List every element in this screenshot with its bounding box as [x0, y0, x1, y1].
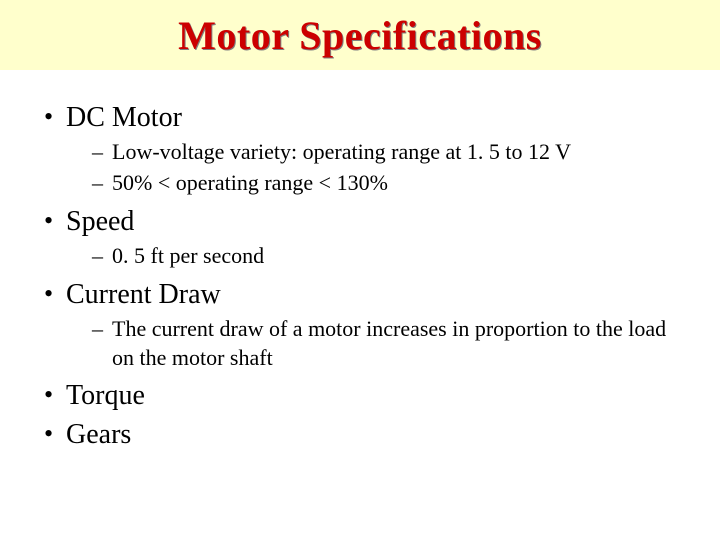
bullet-text: Current Draw: [66, 279, 221, 310]
sub-item: Low-voltage variety: operating range at …: [92, 138, 684, 167]
slide-body: DC Motor Low-voltage variety: operating …: [44, 100, 684, 455]
sub-text: Low-voltage variety: operating range at …: [112, 139, 571, 164]
sub-list: Low-voltage variety: operating range at …: [66, 138, 684, 197]
slide-title: Motor Specifications: [178, 12, 542, 59]
bullet-item: DC Motor Low-voltage variety: operating …: [44, 100, 684, 198]
bullet-item: Torque: [44, 378, 684, 414]
sub-item: The current draw of a motor increases in…: [92, 315, 684, 372]
sub-item: 50% < operating range < 130%: [92, 169, 684, 198]
title-band: Motor Specifications: [0, 0, 720, 70]
sub-list: 0. 5 ft per second: [66, 242, 684, 271]
sub-text: 50% < operating range < 130%: [112, 170, 388, 195]
bullet-list: DC Motor Low-voltage variety: operating …: [44, 100, 684, 453]
bullet-text: Speed: [66, 206, 134, 237]
sub-list: The current draw of a motor increases in…: [66, 315, 684, 372]
bullet-text: DC Motor: [66, 102, 182, 133]
sub-item: 0. 5 ft per second: [92, 242, 684, 271]
bullet-item: Current Draw The current draw of a motor…: [44, 277, 684, 373]
bullet-item: Gears: [44, 417, 684, 453]
bullet-item: Speed 0. 5 ft per second: [44, 204, 684, 271]
sub-text: The current draw of a motor increases in…: [112, 316, 666, 370]
bullet-text: Gears: [66, 419, 131, 450]
slide: Motor Specifications DC Motor Low-voltag…: [0, 0, 720, 540]
bullet-text: Torque: [66, 380, 145, 411]
sub-text: 0. 5 ft per second: [112, 243, 264, 268]
